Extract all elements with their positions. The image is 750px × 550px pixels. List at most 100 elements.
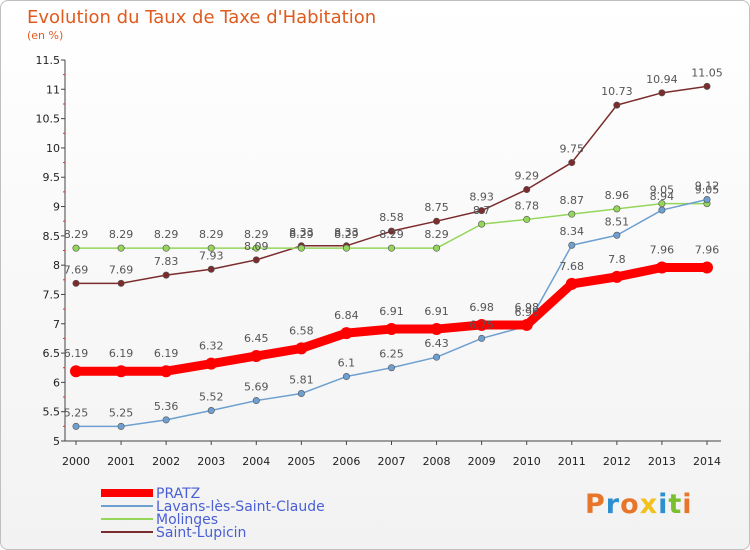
data-label: 7.96 — [695, 243, 720, 256]
data-label: 6.25 — [379, 348, 404, 361]
data-point — [701, 261, 713, 274]
data-label: 6.75 — [469, 318, 494, 331]
x-tick-label: 2013 — [648, 455, 676, 468]
data-label: 7.96 — [650, 243, 675, 256]
data-point — [297, 244, 305, 252]
data-label: 8.33 — [334, 226, 359, 239]
data-label: 8.33 — [289, 226, 314, 239]
y-tick-label: 9.5 — [43, 171, 61, 184]
legend-label: Saint-Lupicin — [156, 525, 246, 541]
data-point — [430, 323, 443, 336]
data-point — [205, 357, 218, 370]
y-tick-label: 11.5 — [36, 54, 61, 67]
data-label: 10.94 — [646, 73, 678, 86]
data-point — [613, 231, 621, 239]
data-label: 8.93 — [469, 191, 494, 204]
data-label: 6.91 — [424, 305, 449, 318]
x-tick-label: 2012 — [603, 455, 631, 468]
data-label: 8.7 — [473, 204, 491, 217]
chart-title: Evolution du Taux de Taxe d'Habitation — [27, 7, 377, 28]
data-point — [703, 196, 711, 204]
data-point — [387, 364, 395, 372]
data-label: 8.29 — [379, 228, 404, 241]
data-point — [162, 416, 170, 424]
x-tick-label: 2002 — [152, 455, 180, 468]
logo-letter: i — [682, 489, 693, 520]
x-tick-label: 2003 — [197, 455, 225, 468]
x-tick-label: 2011 — [558, 455, 586, 468]
data-label: 5.36 — [154, 400, 179, 413]
data-label: 8.29 — [244, 228, 269, 241]
data-label: 5.81 — [289, 374, 314, 387]
data-point — [342, 373, 350, 381]
data-point — [252, 397, 260, 405]
data-label: 6.91 — [379, 305, 404, 318]
data-point — [162, 244, 170, 252]
data-label: 8.29 — [154, 228, 179, 241]
data-label: 8.34 — [560, 225, 585, 238]
data-point — [207, 407, 215, 415]
legend-label: PRATZ — [156, 486, 200, 502]
data-label: 7.69 — [109, 263, 134, 276]
data-point — [478, 220, 486, 228]
data-point — [433, 353, 441, 361]
data-label: 5.52 — [199, 391, 224, 404]
y-tick-label: 8 — [53, 259, 60, 272]
y-tick-label: 6.5 — [43, 347, 61, 360]
data-point — [252, 256, 260, 264]
data-label: 6.19 — [64, 347, 89, 360]
data-point — [295, 342, 308, 355]
data-point — [523, 215, 531, 223]
logo-letter: r — [605, 489, 621, 520]
data-point — [523, 186, 531, 194]
x-tick-label: 2001 — [107, 455, 135, 468]
data-label: 8.29 — [424, 228, 449, 241]
data-label: 6.96 — [514, 306, 539, 319]
data-label: 8.51 — [605, 215, 630, 228]
data-label: 8.29 — [334, 228, 359, 241]
data-point — [658, 206, 666, 214]
data-point — [387, 244, 395, 252]
data-point — [433, 244, 441, 252]
chart-subtitle: (en %) — [27, 29, 64, 42]
x-tick-label: 2004 — [242, 455, 270, 468]
data-label: 8.78 — [514, 199, 539, 212]
legend-label: Molinges — [156, 512, 218, 528]
y-tick-label: 10 — [46, 142, 60, 155]
data-point — [568, 210, 576, 218]
data-label: 6.58 — [289, 324, 314, 337]
data-point — [478, 334, 486, 342]
x-tick-label: 2007 — [378, 455, 406, 468]
data-label: 7.93 — [199, 249, 224, 262]
data-label: 8.29 — [199, 228, 224, 241]
data-point — [207, 244, 215, 252]
x-tick-label: 2005 — [287, 455, 315, 468]
data-label: 8.87 — [560, 194, 585, 207]
data-label: 6.98 — [514, 301, 539, 314]
data-label: 9.05 — [695, 184, 720, 197]
data-label: 5.25 — [109, 406, 134, 419]
logo-letter: o — [620, 489, 640, 520]
data-label: 8.58 — [379, 211, 404, 224]
data-label: 5.25 — [64, 406, 89, 419]
data-point — [252, 244, 260, 252]
data-point — [613, 205, 621, 213]
data-label: 6.1 — [338, 357, 356, 370]
data-label: 8.29 — [64, 228, 89, 241]
data-point — [340, 327, 353, 340]
data-point — [72, 279, 80, 287]
data-label: 9.29 — [514, 170, 539, 183]
data-point — [478, 207, 486, 215]
y-tick-label: 6 — [53, 376, 60, 389]
data-point — [433, 217, 441, 225]
data-label: 7.68 — [560, 260, 585, 273]
y-tick-label: 5 — [53, 435, 60, 448]
data-point — [568, 241, 576, 249]
data-label: 9.12 — [695, 180, 720, 193]
data-point — [117, 244, 125, 252]
data-point — [250, 350, 263, 363]
data-point — [70, 365, 82, 378]
x-tick-label: 2000 — [62, 455, 90, 468]
